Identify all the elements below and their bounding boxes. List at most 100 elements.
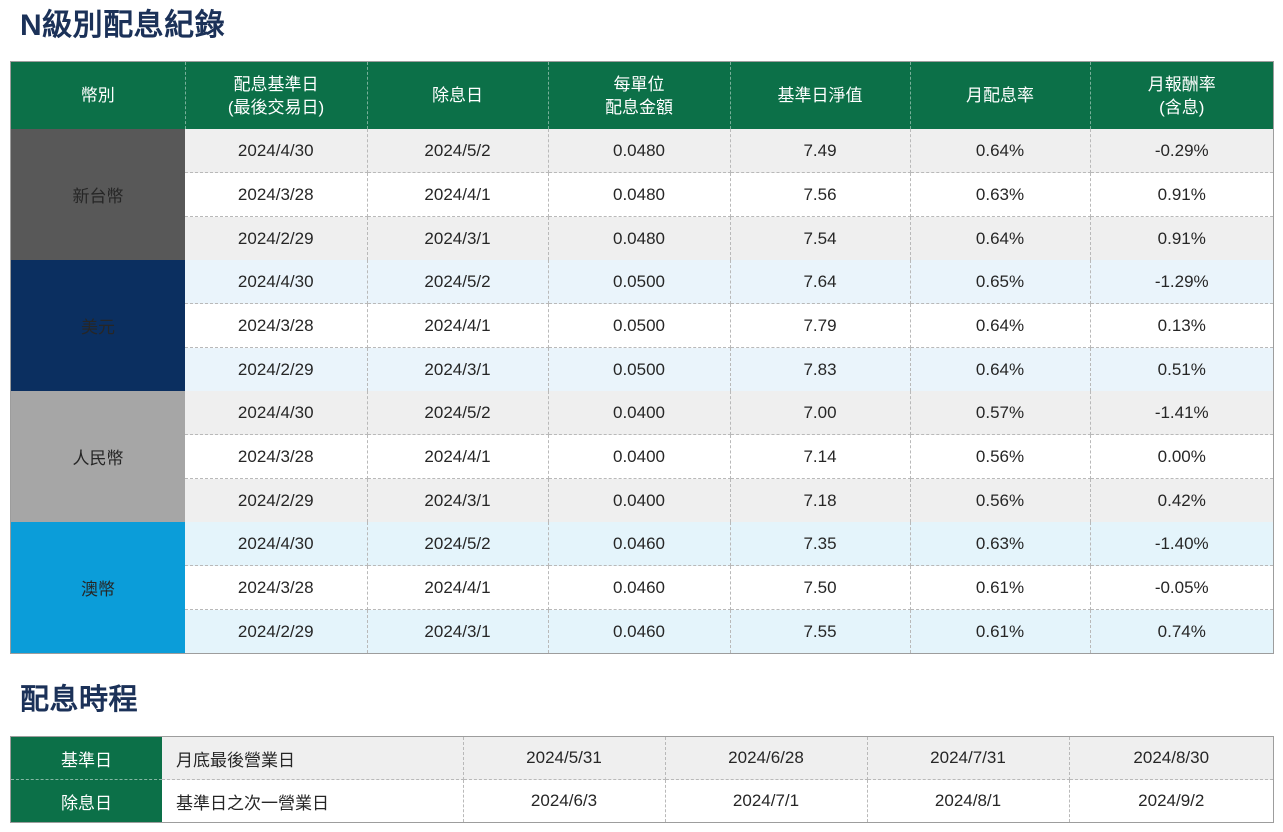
cell-amount: 0.0400 [548, 434, 731, 479]
currency-group-cny: 人民幣 2024/4/30 2024/5/2 0.0400 7.00 0.57%… [11, 391, 1273, 522]
cell-yield: 0.64% [910, 303, 1091, 348]
cell-yield: 0.61% [910, 565, 1091, 610]
table-row: 2024/2/29 2024/3/1 0.0400 7.18 0.56% 0.4… [11, 478, 1273, 522]
col-header-ex-date-line1: 除息日 [432, 86, 483, 105]
cell-return: 0.51% [1090, 347, 1273, 391]
col-header-return-line1: 月報酬率 [1147, 74, 1216, 94]
table-row: 人民幣 2024/4/30 2024/5/2 0.0400 7.00 0.57%… [11, 391, 1273, 522]
cell-return: 0.13% [1090, 303, 1273, 348]
cell-ex-date: 2024/5/2 [367, 129, 549, 173]
table-row: 澳幣 2024/4/30 2024/5/2 0.0460 7.35 0.63% … [11, 522, 1273, 653]
schedule-row-ex-date: 除息日 基準日之次一營業日 2024/6/3 2024/7/1 2024/8/1… [11, 779, 1273, 822]
cell-yield: 0.56% [910, 478, 1091, 522]
table-row: 美元 2024/4/30 2024/5/2 0.0500 7.64 0.65% … [11, 260, 1273, 391]
cell-ex-date: 2024/3/1 [367, 216, 549, 260]
cell-return: -1.29% [1090, 260, 1273, 304]
cell-return: 0.91% [1090, 172, 1273, 217]
cell-ex-date: 2024/3/1 [367, 347, 549, 391]
cell-ex-date: 2024/5/2 [367, 260, 549, 304]
cell-amount: 0.0400 [548, 391, 731, 435]
cell-record-date: 2024/2/29 [185, 609, 368, 653]
currency-group-usd: 美元 2024/4/30 2024/5/2 0.0500 7.64 0.65% … [11, 260, 1273, 391]
schedule-label-record-date: 基準日 [11, 737, 162, 780]
cell-amount: 0.0460 [548, 565, 731, 610]
schedule-date-cell: 2024/8/30 [1069, 737, 1273, 780]
table-row: 2024/3/28 2024/4/1 0.0400 7.14 0.56% 0.0… [11, 434, 1273, 479]
col-header-record-date-line1: 配息基準日 [233, 74, 319, 94]
cell-return: 0.00% [1090, 434, 1273, 479]
cell-nav: 7.79 [730, 303, 911, 348]
table-row: 2024/2/29 2024/3/1 0.0480 7.54 0.64% 0.9… [11, 216, 1273, 260]
cell-amount: 0.0480 [548, 129, 731, 173]
cell-record-date: 2024/3/28 [185, 434, 368, 479]
cell-ex-date: 2024/4/1 [367, 303, 549, 348]
cell-yield: 0.65% [910, 260, 1091, 304]
schedule-row-record-date: 基準日 月底最後營業日 2024/5/31 2024/6/28 2024/7/3… [11, 737, 1273, 780]
cell-yield: 0.61% [910, 609, 1091, 653]
schedule-date-cell: 2024/7/31 [867, 737, 1070, 780]
schedule-title: 配息時程 [20, 684, 139, 716]
cell-nav: 7.00 [730, 391, 911, 435]
cell-yield: 0.56% [910, 434, 1091, 479]
cell-nav: 7.83 [730, 347, 911, 391]
col-header-record-date-line2: (最後交易日) [227, 97, 325, 117]
schedule-date-cell: 2024/9/2 [1069, 779, 1273, 822]
col-header-yield: 月配息率 [910, 62, 1091, 129]
cell-return: -0.05% [1090, 565, 1273, 610]
cell-yield: 0.64% [910, 129, 1091, 173]
cell-record-date: 2024/2/29 [185, 347, 368, 391]
cell-nav: 7.64 [730, 260, 911, 304]
cell-record-date: 2024/4/30 [185, 391, 368, 435]
currency-group-twd: 新台幣 2024/4/30 2024/5/2 0.0480 7.49 0.64%… [11, 129, 1273, 260]
cell-amount: 0.0500 [548, 303, 731, 348]
table-row: 2024/3/28 2024/4/1 0.0460 7.50 0.61% -0.… [11, 565, 1273, 610]
cell-return: -1.41% [1090, 391, 1273, 435]
cell-return: 0.74% [1090, 609, 1273, 653]
cell-ex-date: 2024/5/2 [367, 391, 549, 435]
schedule-date-cell: 2024/6/28 [665, 737, 868, 780]
schedule-date-cell: 2024/5/31 [463, 737, 666, 780]
cell-amount: 0.0480 [548, 172, 731, 217]
col-header-return: 月報酬率 (含息) [1090, 62, 1273, 129]
cell-record-date: 2024/4/30 [185, 129, 368, 173]
currency-label-cny: 人民幣 [11, 391, 185, 522]
col-header-record-date: 配息基準日 (最後交易日) [185, 62, 368, 129]
table-header-row: 幣別 配息基準日 (最後交易日) 除息日 每單位 配息金額 基準日淨值 月配息率… [11, 62, 1273, 129]
dividend-record-table: 幣別 配息基準日 (最後交易日) 除息日 每單位 配息金額 基準日淨值 月配息率… [11, 62, 1273, 653]
cell-nav: 7.35 [730, 522, 911, 566]
schedule-date-cell: 2024/7/1 [665, 779, 868, 822]
schedule-label-ex-date: 除息日 [11, 779, 162, 822]
cell-record-date: 2024/4/30 [185, 522, 368, 566]
cell-return: 0.42% [1090, 478, 1273, 522]
cell-ex-date: 2024/5/2 [367, 522, 549, 566]
cell-record-date: 2024/2/29 [185, 478, 368, 522]
cell-record-date: 2024/3/28 [185, 303, 368, 348]
col-header-nav: 基準日淨值 [730, 62, 911, 129]
table-row: 2024/3/28 2024/4/1 0.0500 7.79 0.64% 0.1… [11, 303, 1273, 348]
cell-amount: 0.0500 [548, 347, 731, 391]
cell-record-date: 2024/4/30 [185, 260, 368, 304]
currency-label-usd: 美元 [11, 260, 185, 391]
cell-record-date: 2024/3/28 [185, 172, 368, 217]
cell-ex-date: 2024/3/1 [367, 609, 549, 653]
page-title: N級別配息紀錄 [20, 9, 226, 42]
schedule-date-cell: 2024/8/1 [867, 779, 1070, 822]
cell-record-date: 2024/2/29 [185, 216, 368, 260]
cell-ex-date: 2024/4/1 [367, 565, 549, 610]
cell-record-date: 2024/3/28 [185, 565, 368, 610]
table-row: 新台幣 2024/4/30 2024/5/2 0.0480 7.49 0.64%… [11, 129, 1273, 260]
cell-return: -0.29% [1090, 129, 1273, 173]
cell-return: 0.91% [1090, 216, 1273, 260]
cell-amount: 0.0460 [548, 609, 731, 653]
col-header-ex-date: 除息日 [367, 62, 549, 129]
cell-nav: 7.50 [730, 565, 911, 610]
schedule-desc-ex-date: 基準日之次一營業日 [162, 779, 464, 822]
cell-amount: 0.0460 [548, 522, 731, 566]
cell-ex-date: 2024/4/1 [367, 434, 549, 479]
cell-amount: 0.0480 [548, 216, 731, 260]
cell-nav: 7.18 [730, 478, 911, 522]
table-row: 2024/2/29 2024/3/1 0.0460 7.55 0.61% 0.7… [11, 609, 1273, 653]
cell-return: -1.40% [1090, 522, 1273, 566]
col-header-amount: 每單位 配息金額 [548, 62, 731, 129]
currency-group-aud: 澳幣 2024/4/30 2024/5/2 0.0460 7.35 0.63% … [11, 522, 1273, 653]
